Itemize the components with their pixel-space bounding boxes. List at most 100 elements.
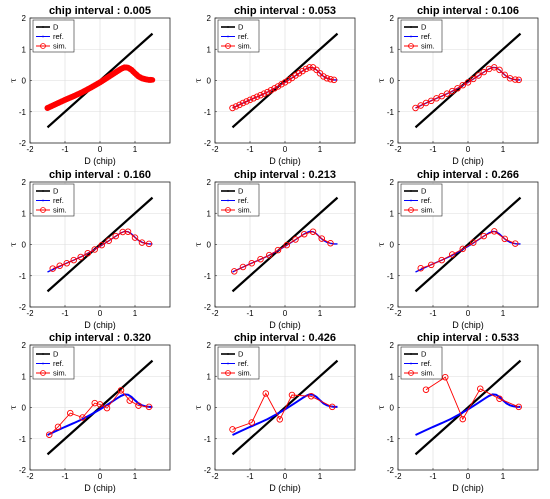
sim-point xyxy=(49,265,57,272)
sim-point xyxy=(417,102,425,109)
legend-label: sim. xyxy=(53,206,67,215)
sim-point xyxy=(309,228,317,235)
sim-point xyxy=(475,72,482,79)
legend-marker xyxy=(42,26,44,28)
sim-point xyxy=(443,90,451,97)
sim-point xyxy=(301,230,308,238)
legend-label: ref. xyxy=(421,196,432,205)
y-tick-label: -1 xyxy=(387,435,395,444)
sim-point xyxy=(512,240,519,247)
y-tick-label: -2 xyxy=(204,466,212,475)
y-tick-label: -2 xyxy=(387,466,395,475)
x-tick-label: 0 xyxy=(283,472,288,481)
sim-point xyxy=(123,64,130,71)
sim-point xyxy=(250,95,257,102)
legend-marker xyxy=(227,26,229,28)
x-axis-label: D (chip) xyxy=(84,320,116,330)
x-tick-label: 0 xyxy=(283,309,288,318)
y-tick-label: 2 xyxy=(207,14,212,23)
x-tick-label: 1 xyxy=(501,309,506,318)
sim-point xyxy=(327,239,334,247)
y-axis-label: τ xyxy=(194,242,203,247)
x-tick-label: 0 xyxy=(466,472,471,481)
subplot-3: -2 -1 0 1 -2 -1 0 1 2 chip interval : 0.106 D (chi… xyxy=(377,5,539,166)
y-axis-label: τ xyxy=(377,242,386,247)
x-tick-label: 1 xyxy=(133,309,138,318)
subplot-title: chip interval : 0.005 xyxy=(49,5,151,17)
legend-marker xyxy=(225,370,231,376)
y-tick-label: 2 xyxy=(22,178,27,187)
sim-point xyxy=(308,393,315,400)
subplot-2: -2 -1 0 1 -2 -1 0 1 2 chip interval : 0.053 D (chi… xyxy=(194,5,356,166)
sim-point xyxy=(131,234,139,241)
y-axis-label: τ xyxy=(9,78,18,83)
subplot-9: -2 -1 0 1 -2 -1 0 1 2 chip interval : 0.533 D (chi… xyxy=(377,332,539,493)
sim-point xyxy=(491,228,498,235)
x-tick-label: -2 xyxy=(211,472,219,481)
series-layer xyxy=(230,196,339,293)
sim-point xyxy=(135,402,142,409)
legend-marker xyxy=(42,362,44,365)
sim-point xyxy=(428,261,435,269)
sim-point xyxy=(459,245,467,253)
x-tick-label: -2 xyxy=(394,145,402,154)
legend-label: sim. xyxy=(53,42,67,51)
x-axis-label: D (chip) xyxy=(269,483,301,493)
series-layer xyxy=(229,359,339,456)
legend-label: D xyxy=(238,187,244,196)
x-tick-label: 0 xyxy=(466,145,471,154)
legend-label: sim. xyxy=(238,42,252,51)
legend-marker xyxy=(225,207,231,213)
series-sim-line xyxy=(234,231,331,272)
x-tick-label: 1 xyxy=(501,145,506,154)
y-tick-label: -2 xyxy=(19,466,27,475)
series-d-line xyxy=(231,196,339,293)
legend-marker xyxy=(42,199,44,202)
legend-label: sim. xyxy=(238,206,252,215)
sim-point xyxy=(459,81,467,89)
sim-point xyxy=(299,67,306,75)
sim-point xyxy=(130,68,137,75)
sim-point xyxy=(257,255,264,263)
y-tick-label: 1 xyxy=(22,45,27,54)
y-axis-label: τ xyxy=(377,78,386,83)
x-tick-label: -1 xyxy=(246,145,254,154)
sim-point xyxy=(327,75,334,83)
y-tick-label: -1 xyxy=(19,435,27,444)
y-tick-label: 0 xyxy=(22,241,27,250)
x-axis-label: D (chip) xyxy=(84,483,116,493)
y-tick-label: 0 xyxy=(22,404,27,413)
y-tick-label: -1 xyxy=(19,108,27,117)
sim-point xyxy=(477,385,484,393)
series-d-line xyxy=(231,32,339,129)
sim-point xyxy=(96,401,104,408)
sim-point xyxy=(292,236,299,243)
sim-point xyxy=(422,386,430,393)
x-tick-label: 1 xyxy=(318,472,323,481)
legend-label: ref. xyxy=(53,196,64,205)
legend-marker xyxy=(40,207,46,213)
legend-marker xyxy=(227,35,229,38)
y-tick-label: 0 xyxy=(207,241,212,250)
sim-point xyxy=(283,241,291,249)
y-tick-label: 1 xyxy=(22,209,27,218)
subplot-title: chip interval : 0.106 xyxy=(417,5,519,17)
x-tick-label: -2 xyxy=(394,309,402,318)
x-tick-label: -2 xyxy=(394,472,402,481)
x-tick-label: 0 xyxy=(98,472,103,481)
sim-point xyxy=(54,423,62,431)
x-axis-label: D (chip) xyxy=(84,156,116,166)
legend-label: D xyxy=(238,350,244,359)
x-tick-label: -1 xyxy=(429,309,437,318)
sim-point xyxy=(131,70,138,77)
subplot-4: -2 -1 0 1 -2 -1 0 1 2 chip interval : 0.160 D (chi… xyxy=(9,169,171,330)
sim-point xyxy=(496,66,503,74)
sim-point xyxy=(79,414,86,421)
sim-point xyxy=(117,387,125,394)
x-axis-label: D (chip) xyxy=(269,156,301,166)
subplot-title: chip interval : 0.160 xyxy=(49,169,151,181)
legend-label: D xyxy=(421,23,427,32)
x-tick-label: -1 xyxy=(61,309,69,318)
subplot-8: -2 -1 0 1 -2 -1 0 1 2 chip interval : 0.426 D (chi… xyxy=(194,332,356,493)
